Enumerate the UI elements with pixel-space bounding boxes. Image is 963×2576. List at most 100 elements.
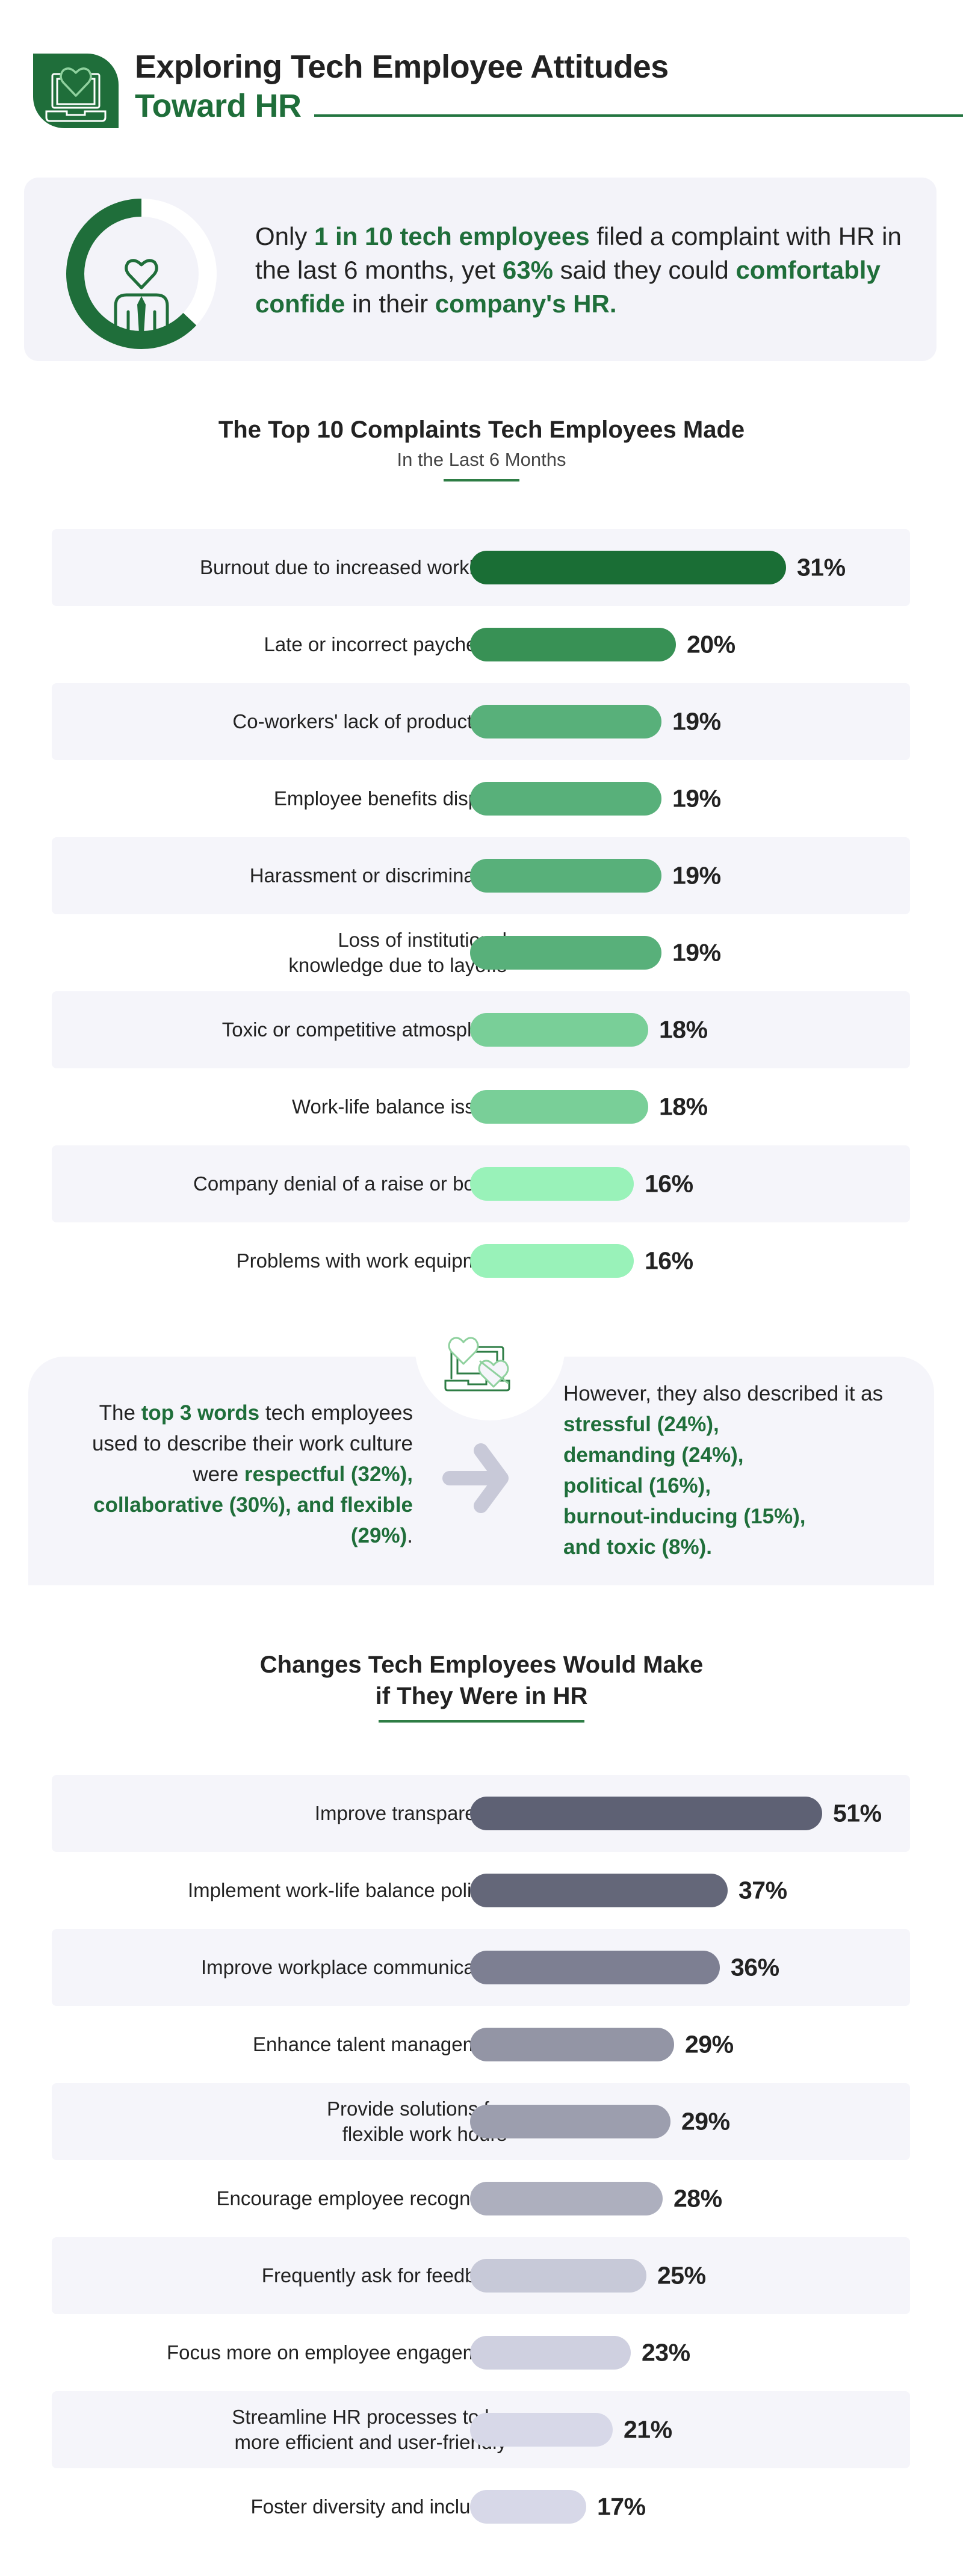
page-title-line1: Exploring Tech Employee Attitudes [135, 49, 669, 85]
bar [470, 551, 786, 584]
changes-title-line2: if They Were in HR [375, 1683, 588, 1709]
bar [470, 2413, 613, 2447]
positive-words-highlight: respectful (32%), collaborative (30%), a… [93, 1463, 413, 1547]
bar-label: Burnout due to increased workload [85, 555, 507, 580]
bar [470, 2028, 674, 2061]
stat-highlight-63-percent: 63% [502, 256, 553, 284]
negative-words-intro: However, they also described it as [563, 1382, 884, 1405]
chart-row: Problems with work equipment 16% [52, 1222, 910, 1299]
negative-word-item: demanding (24%), [563, 1443, 744, 1467]
chart-row: Company denial of a raise or bonus 16% [52, 1145, 910, 1222]
bar-label-line: Problems with work equipment [236, 1249, 507, 1272]
bar-label: Implement work-life balance policies [85, 1878, 507, 1903]
changes-heading: Changes Tech Employees Would Make if The… [0, 1649, 963, 1723]
bar-value: 19% [672, 938, 721, 967]
bar-label: Improve workplace communication [85, 1955, 507, 1980]
negative-word-item: and toxic (8%). [563, 1535, 712, 1559]
bar [470, 1244, 634, 1278]
chart-row: Streamline HR processes to be more effici… [52, 2391, 910, 2468]
top-words-text: The top 3 words tech employees used to d… [66, 1398, 413, 1551]
chart-row: Enhance talent management 29% [52, 2006, 910, 2083]
chart-row: Burnout due to increased workload 31% [52, 529, 910, 606]
bar-label-line: Streamline HR processes to be [232, 2406, 507, 2428]
changes-title-line1: Changes Tech Employees Would Make [259, 1652, 704, 1678]
bar-value: 23% [642, 2338, 690, 2367]
negative-word-item: stressful (24%), [563, 1413, 719, 1436]
bar-label: Employee benefits dispute [85, 786, 507, 811]
complaints-heading: The Top 10 Complaints Tech Employees Mad… [0, 414, 963, 481]
bar-value: 19% [672, 784, 721, 813]
bar [470, 1090, 648, 1124]
bar-value: 28% [673, 2184, 722, 2212]
bar-value: 29% [681, 2107, 730, 2135]
top-words-segment: . [407, 1524, 413, 1547]
logo-badge [33, 54, 119, 128]
bar-label-line: flexible work hours [342, 2123, 507, 2145]
bar [470, 2182, 663, 2215]
bar-value: 18% [659, 1092, 708, 1121]
bar-label-line: Focus more on employee engagement [167, 2341, 507, 2364]
bar-label: Enhance talent management [85, 2032, 507, 2057]
bar-label-line: Late or incorrect paychecks [264, 633, 507, 655]
bar-value: 19% [672, 707, 721, 735]
complaints-subtitle: In the Last 6 Months [397, 449, 566, 470]
bar-label-line: Loss of institutional [338, 929, 507, 951]
bar-label-line: Co-workers' lack of productivity [232, 710, 507, 732]
bar [470, 936, 661, 970]
title-underline [314, 114, 963, 117]
bar-value: 16% [645, 1169, 693, 1198]
bar-label-line: Harassment or discrimination [249, 864, 507, 887]
chart-row: Foster diversity and inclusion 17% [52, 2468, 910, 2545]
chart-row: Improve transparency 51% [52, 1775, 910, 1852]
bar-label-line: Frequently ask for feedback [261, 2264, 507, 2287]
bar-label-line: Enhance talent management [253, 2033, 507, 2055]
negative-word-item: burnout-inducing (15%), [563, 1505, 806, 1528]
laptop-hearts-icon [444, 1337, 510, 1392]
chart-row: Frequently ask for feedback 25% [52, 2237, 910, 2314]
changes-title-rule [379, 1720, 584, 1723]
bar-label-line: Company denial of a raise or bonus [193, 1172, 507, 1195]
stat-highlight-1-in-10: 1 in 10 tech employees [314, 222, 590, 250]
top-words-segment: tech employees used to describe their wo… [91, 1401, 413, 1486]
bar-label: Provide solutions for flexible work hours [85, 2096, 507, 2147]
bar-value: 37% [739, 1876, 787, 1904]
bar-label-line: Encourage employee recognition [216, 2187, 507, 2209]
chart-row: Toxic or competitive atmosphere 18% [52, 991, 910, 1068]
bar [470, 782, 661, 816]
bar-label: Frequently ask for feedback [85, 2263, 507, 2288]
bar-value: 36% [731, 1953, 779, 1981]
key-stat-text: Only 1 in 10 tech employees filed a comp… [255, 220, 905, 321]
bar-value: 18% [659, 1015, 708, 1044]
bar-label: Improve transparency [85, 1801, 507, 1826]
arrow-right-icon [442, 1443, 509, 1513]
bar-label-line: Burnout due to increased workload [200, 556, 507, 578]
bar [470, 1167, 634, 1201]
complaints-bar-chart: Burnout due to increased workload 31% Late… [52, 529, 910, 1299]
bar-label: Encourage employee recognition [85, 2186, 507, 2211]
bar-label-line: Toxic or competitive atmosphere [221, 1018, 507, 1041]
bar [470, 2490, 586, 2524]
bar [470, 859, 661, 893]
bar-label: Problems with work equipment [85, 1248, 507, 1274]
bar-value: 31% [797, 553, 846, 581]
bar-label: Streamline HR processes to be more effici… [85, 2404, 507, 2455]
bar-value: 16% [645, 1246, 693, 1275]
bar-value: 29% [685, 2030, 734, 2058]
bar-label-line: Provide solutions for [327, 2098, 507, 2120]
stat-text-segment: in their [345, 289, 435, 318]
chart-row: Encourage employee recognition 28% [52, 2160, 910, 2237]
bar-label-line: Improve transparency [314, 1802, 507, 1824]
chart-row: Late or incorrect paychecks 20% [52, 606, 910, 683]
bar [470, 1013, 648, 1047]
bar [470, 2105, 670, 2138]
page-title-line2: Toward HR [135, 88, 302, 124]
bar-label-line: more efficient and user-friendly [234, 2431, 507, 2453]
stat-highlight-confide: comfortably confide [255, 256, 881, 318]
chart-row: Improve workplace communication 36% [52, 1929, 910, 2006]
bar-value: 21% [624, 2415, 672, 2444]
chart-row: Work-life balance issues 18% [52, 1068, 910, 1145]
bar-label: Co-workers' lack of productivity [85, 709, 507, 734]
bar-label: Work-life balance issues [85, 1094, 507, 1119]
key-stat-card: Only 1 in 10 tech employees filed a comp… [24, 178, 937, 361]
bar-value: 19% [672, 861, 721, 890]
